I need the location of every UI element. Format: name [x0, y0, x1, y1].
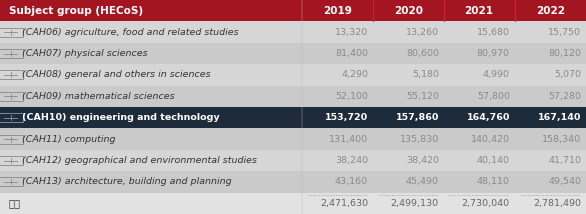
Text: (CAH13) architecture, building and planning: (CAH13) architecture, building and plann…: [22, 177, 232, 186]
Bar: [0, 113, 23, 122]
Text: 38,420: 38,420: [406, 156, 439, 165]
Text: 2022: 2022: [536, 6, 565, 16]
Bar: [0, 92, 23, 101]
Text: 2019: 2019: [323, 6, 352, 16]
Bar: [0, 21, 586, 43]
Text: 55,120: 55,120: [406, 92, 439, 101]
Text: (CAH10) engineering and technology: (CAH10) engineering and technology: [22, 113, 220, 122]
Text: 38,240: 38,240: [335, 156, 368, 165]
Text: 4,990: 4,990: [483, 70, 510, 79]
Text: 153,720: 153,720: [325, 113, 368, 122]
Bar: [0, 0, 586, 21]
Text: 49,540: 49,540: [548, 177, 581, 186]
Text: (CAH08) general and others in sciences: (CAH08) general and others in sciences: [22, 70, 211, 79]
Text: 5,070: 5,070: [554, 70, 581, 79]
Text: 4,290: 4,290: [341, 70, 368, 79]
Bar: [0, 128, 586, 150]
Text: 2020: 2020: [394, 6, 423, 16]
Text: (CAH09) mathematical sciences: (CAH09) mathematical sciences: [22, 92, 175, 101]
Bar: [0, 70, 23, 79]
Text: (CAH07) physical sciences: (CAH07) physical sciences: [22, 49, 148, 58]
Text: 131,400: 131,400: [329, 135, 368, 144]
Text: 13,320: 13,320: [335, 28, 368, 37]
Text: 2,730,040: 2,730,040: [462, 199, 510, 208]
Text: 167,140: 167,140: [538, 113, 581, 122]
Text: 2021: 2021: [465, 6, 493, 16]
Bar: [0, 171, 586, 193]
Bar: [0, 150, 586, 171]
Text: 2,499,130: 2,499,130: [391, 199, 439, 208]
Text: 80,120: 80,120: [548, 49, 581, 58]
Bar: [0, 64, 586, 86]
Text: 15,750: 15,750: [548, 28, 581, 37]
Text: 164,760: 164,760: [466, 113, 510, 122]
Bar: [0, 177, 23, 186]
Text: 2,781,490: 2,781,490: [533, 199, 581, 208]
Text: (CAH11) computing: (CAH11) computing: [22, 135, 116, 144]
Text: 57,800: 57,800: [477, 92, 510, 101]
Bar: [0, 156, 23, 165]
Bar: [0, 86, 586, 107]
Text: 80,600: 80,600: [406, 49, 439, 58]
Text: 43,160: 43,160: [335, 177, 368, 186]
Text: 总计: 总计: [9, 198, 21, 208]
Text: 80,970: 80,970: [477, 49, 510, 58]
Text: 57,280: 57,280: [548, 92, 581, 101]
Text: (CAH06) agriculture, food and related studies: (CAH06) agriculture, food and related st…: [22, 28, 239, 37]
Bar: [0, 28, 23, 37]
Text: 158,340: 158,340: [542, 135, 581, 144]
Text: (CAH12) geographical and environmental studies: (CAH12) geographical and environmental s…: [22, 156, 257, 165]
Text: 48,110: 48,110: [477, 177, 510, 186]
Text: 15,680: 15,680: [477, 28, 510, 37]
Bar: [0, 107, 586, 128]
Text: 157,860: 157,860: [396, 113, 439, 122]
Bar: [0, 193, 586, 214]
Text: 45,490: 45,490: [406, 177, 439, 186]
Text: 41,710: 41,710: [548, 156, 581, 165]
Text: 135,830: 135,830: [400, 135, 439, 144]
Bar: [0, 43, 586, 64]
Text: 40,140: 40,140: [477, 156, 510, 165]
Bar: [0, 49, 23, 58]
Text: 52,100: 52,100: [335, 92, 368, 101]
Text: 5,180: 5,180: [412, 70, 439, 79]
Text: 13,260: 13,260: [406, 28, 439, 37]
Text: Subject group (HECoS): Subject group (HECoS): [9, 6, 143, 16]
Text: 81,400: 81,400: [335, 49, 368, 58]
Text: 140,420: 140,420: [471, 135, 510, 144]
Text: 2,471,630: 2,471,630: [320, 199, 368, 208]
Bar: [0, 135, 23, 144]
